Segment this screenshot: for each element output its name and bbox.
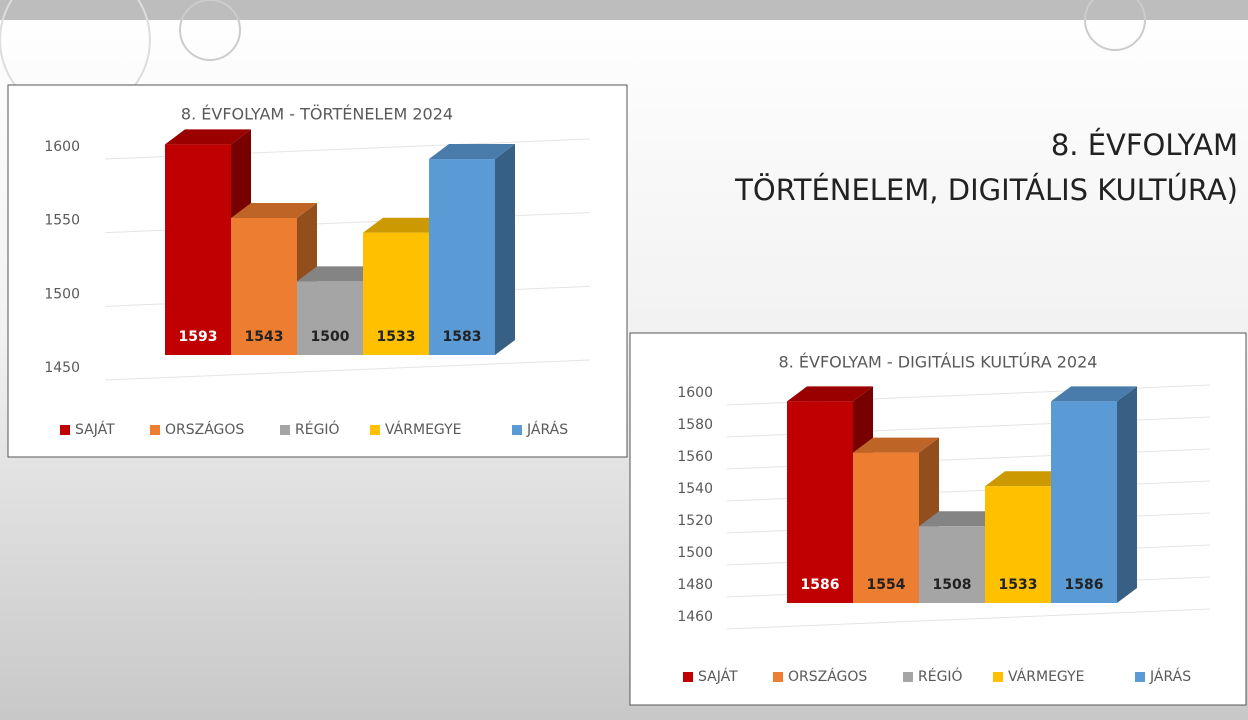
- legend-label: JÁRÁS: [526, 421, 568, 438]
- y-tick-label: 1460: [677, 609, 713, 625]
- legend-label: JÁRÁS: [1149, 668, 1191, 685]
- bar: [787, 401, 853, 603]
- legend-swatch: [512, 425, 522, 435]
- bar-side: [495, 144, 515, 355]
- chart-1: 8. ÉVFOLYAM - TÖRTÉNELEM 2024 1450 1500 155…: [8, 85, 627, 457]
- legend-label: SAJÁT: [75, 421, 115, 438]
- legend-label: RÉGIÓ: [295, 420, 340, 438]
- y-tick-label: 1580: [677, 417, 713, 433]
- bar: [1051, 401, 1117, 603]
- data-label: 1543: [245, 329, 284, 345]
- data-label: 1586: [1065, 577, 1104, 593]
- legend-swatch: [993, 672, 1003, 682]
- data-label: 1593: [179, 329, 218, 345]
- y-tick-label: 1550: [44, 213, 80, 229]
- legend-swatch: [683, 672, 693, 682]
- data-label: 1554: [867, 577, 906, 593]
- data-label: 1586: [801, 577, 840, 593]
- legend-swatch: [370, 425, 380, 435]
- bar: [165, 144, 231, 355]
- legend-swatch: [773, 672, 783, 682]
- legend-swatch: [1135, 672, 1145, 682]
- legend-swatch: [150, 425, 160, 435]
- chart-title: 8. ÉVFOLYAM - DIGITÁLIS KULTÚRA 2024: [779, 353, 1098, 372]
- bar: [429, 159, 495, 355]
- y-tick-label: 1520: [677, 513, 713, 529]
- y-tick-label: 1500: [677, 545, 713, 561]
- legend-label: ORSZÁGOS: [165, 421, 244, 438]
- legend-label: VÁRMEGYE: [385, 421, 461, 438]
- data-label: 1500: [311, 329, 350, 345]
- chart-2: 8. ÉVFOLYAM - DIGITÁLIS KULTÚRA 2024 1460…: [630, 333, 1246, 705]
- y-tick-label: 1450: [44, 360, 80, 376]
- y-tick-label: 1600: [44, 139, 80, 155]
- slide-title: 8. ÉVFOLYAM: [1051, 128, 1238, 162]
- y-tick-label: 1500: [44, 286, 80, 302]
- slide-subtitle: TÖRTÉNELEM, DIGITÁLIS KULTÚRA): [734, 173, 1238, 207]
- y-tick-label: 1560: [677, 449, 713, 465]
- slide: 8. ÉVFOLYAM TÖRTÉNELEM, DIGITÁLIS KULTÚR…: [0, 0, 1248, 720]
- y-tick-label: 1480: [677, 577, 713, 593]
- data-label: 1533: [999, 577, 1038, 593]
- data-label: 1508: [933, 577, 972, 593]
- legend-label: SAJÁT: [698, 668, 738, 685]
- data-label: 1583: [443, 329, 482, 345]
- legend-label: RÉGIÓ: [918, 667, 963, 685]
- y-tick-label: 1600: [677, 385, 713, 401]
- legend-swatch: [60, 425, 70, 435]
- legend-swatch: [903, 672, 913, 682]
- bar-side: [1117, 386, 1137, 603]
- chart-title: 8. ÉVFOLYAM - TÖRTÉNELEM 2024: [181, 105, 453, 124]
- data-label: 1533: [377, 329, 416, 345]
- legend-swatch: [280, 425, 290, 435]
- legend-label: VÁRMEGYE: [1008, 668, 1084, 685]
- legend-label: ORSZÁGOS: [788, 668, 867, 685]
- page: 8. ÉVFOLYAM TÖRTÉNELEM, DIGITÁLIS KULTÚR…: [0, 0, 1248, 720]
- y-tick-label: 1540: [677, 481, 713, 497]
